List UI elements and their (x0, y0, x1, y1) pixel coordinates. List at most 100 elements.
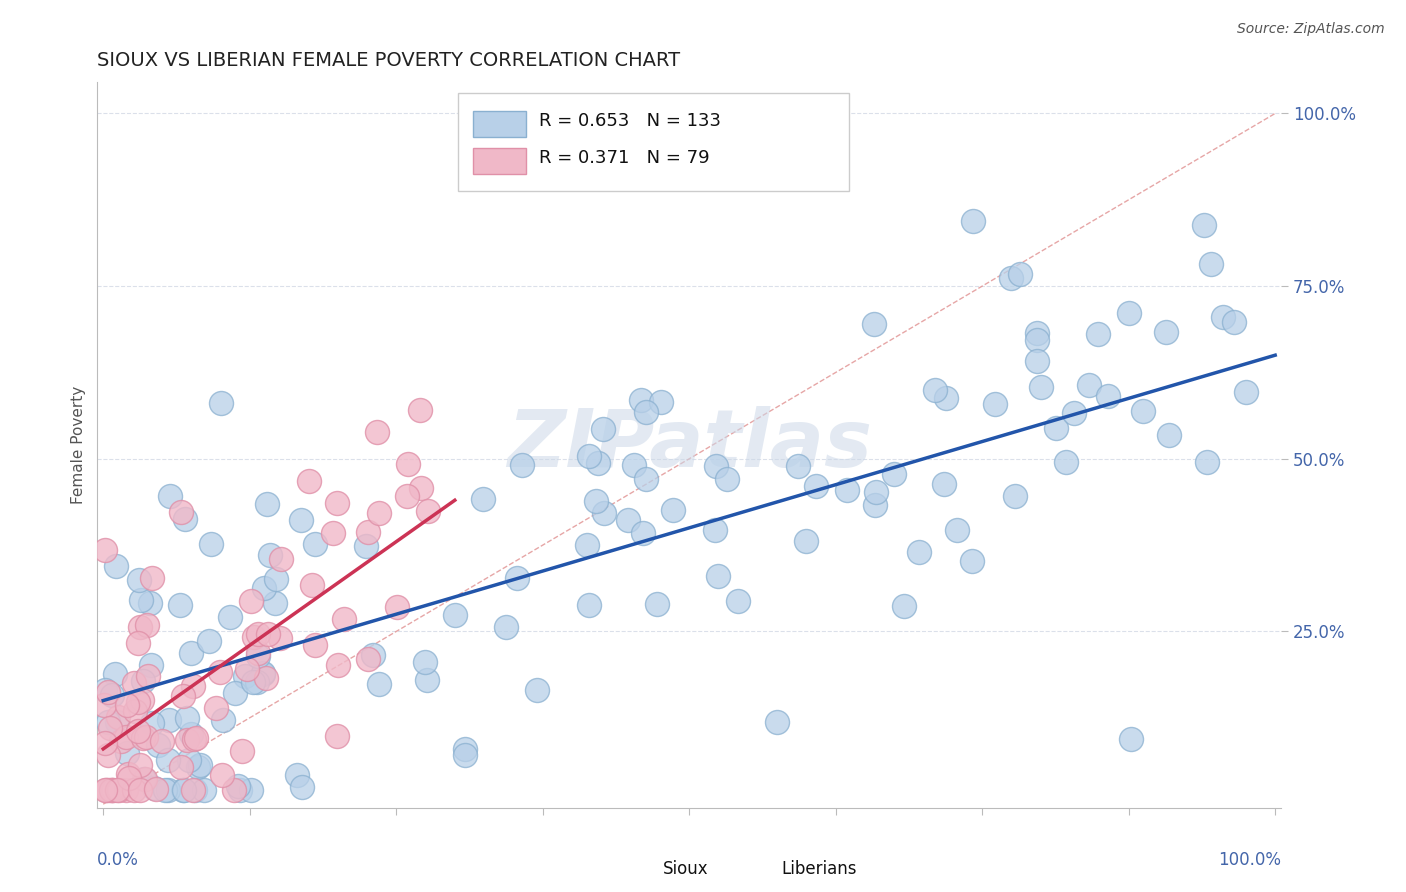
Sioux (264, 572, 287, 586)
Sioux (228, 779, 250, 793)
Sioux (105, 715, 128, 730)
Liberians (129, 757, 152, 772)
Sioux (960, 554, 983, 568)
Sioux (142, 781, 165, 796)
Sioux (585, 494, 607, 508)
Liberians (124, 704, 146, 718)
Sioux (1118, 305, 1140, 319)
Sioux (495, 620, 517, 634)
Sioux (139, 658, 162, 673)
Sioux (1234, 384, 1257, 399)
Sioux (1223, 315, 1246, 329)
Y-axis label: Female Poverty: Female Poverty (72, 386, 86, 504)
FancyBboxPatch shape (458, 94, 849, 191)
Sioux (704, 523, 727, 537)
Sioux (506, 571, 529, 585)
Sioux (578, 449, 600, 463)
Sioux (193, 783, 215, 797)
Sioux (630, 392, 652, 407)
Sioux (148, 739, 170, 753)
Bar (472, 111, 526, 136)
Sioux (253, 581, 276, 595)
Liberians (204, 701, 226, 715)
Liberians (114, 783, 136, 797)
Sioux (174, 512, 197, 526)
Sioux (472, 491, 495, 506)
Sioux (131, 673, 153, 688)
Liberians (115, 698, 138, 712)
Sioux (727, 593, 749, 607)
Sioux (908, 545, 931, 559)
Liberians (211, 768, 233, 782)
Sioux (865, 498, 887, 512)
Sioux (159, 489, 181, 503)
Liberians (176, 733, 198, 747)
Sioux (367, 677, 389, 691)
Liberians (107, 710, 129, 724)
Sioux (631, 526, 654, 541)
Sioux (1063, 406, 1085, 420)
Sioux (578, 598, 600, 612)
Sioux (766, 714, 789, 729)
Liberians (357, 652, 380, 666)
Liberians (256, 627, 278, 641)
Liberians (243, 630, 266, 644)
Liberians (100, 721, 122, 735)
Liberians (297, 474, 319, 488)
Liberians (209, 665, 232, 679)
Liberians (183, 732, 205, 747)
Sioux (716, 472, 738, 486)
Liberians (169, 505, 191, 519)
Sioux (526, 682, 548, 697)
Sioux (865, 484, 887, 499)
Sioux (115, 746, 138, 760)
Sioux (983, 396, 1005, 410)
Sioux (157, 713, 180, 727)
Sioux (454, 741, 477, 756)
Sioux (804, 478, 827, 492)
Sioux (139, 596, 162, 610)
Liberians (396, 457, 419, 471)
Liberians (416, 504, 439, 518)
Sioux (1119, 731, 1142, 746)
Liberians (366, 425, 388, 440)
Liberians (101, 783, 124, 797)
Liberians (93, 783, 115, 797)
Text: R = 0.371   N = 79: R = 0.371 N = 79 (538, 150, 710, 168)
Liberians (93, 736, 115, 750)
Liberians (172, 689, 194, 703)
Sioux (129, 593, 152, 607)
Sioux (1195, 455, 1218, 469)
Sioux (197, 633, 219, 648)
Bar (619, 855, 651, 883)
Liberians (411, 481, 433, 495)
Liberians (117, 767, 139, 781)
Liberians (136, 618, 159, 632)
Liberians (247, 646, 270, 660)
Liberians (134, 772, 156, 786)
Bar (737, 855, 769, 883)
Liberians (326, 658, 349, 673)
Liberians (94, 543, 117, 558)
Sioux (924, 384, 946, 398)
Sioux (224, 686, 246, 700)
Liberians (128, 620, 150, 634)
Liberians (409, 403, 432, 417)
Liberians (385, 599, 408, 614)
Sioux (1045, 421, 1067, 435)
Liberians (135, 730, 157, 744)
Liberians (181, 783, 204, 797)
Sioux (1031, 380, 1053, 394)
Liberians (270, 552, 292, 566)
Sioux (256, 497, 278, 511)
Sioux (239, 783, 262, 797)
Sioux (259, 549, 281, 563)
Sioux (97, 714, 120, 729)
Sioux (706, 569, 728, 583)
Liberians (129, 783, 152, 797)
Sioux (1154, 325, 1177, 339)
Sioux (945, 523, 967, 537)
Sioux (176, 711, 198, 725)
Sioux (1157, 428, 1180, 442)
Text: SIOUX VS LIBERIAN FEMALE POVERTY CORRELATION CHART: SIOUX VS LIBERIAN FEMALE POVERTY CORRELA… (97, 51, 681, 70)
